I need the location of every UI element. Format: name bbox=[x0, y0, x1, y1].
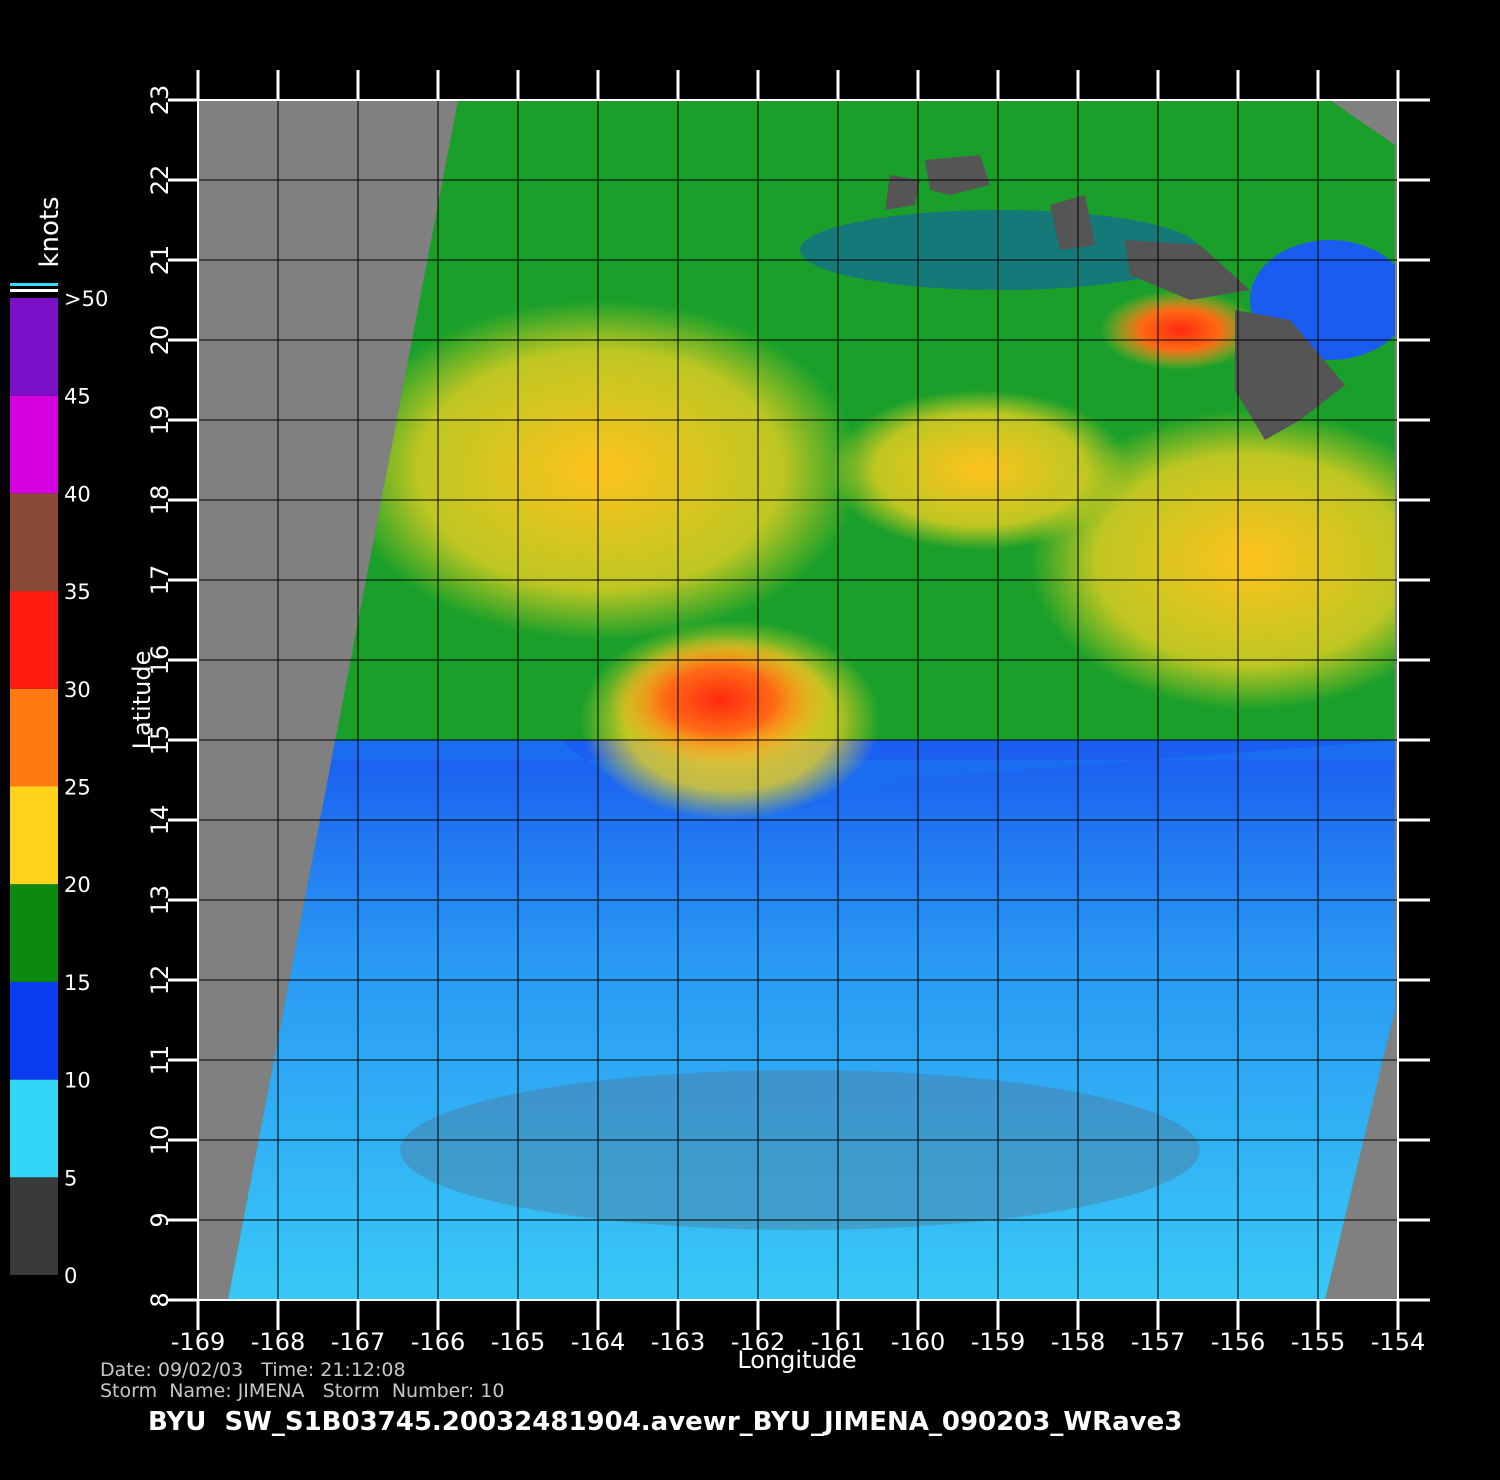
wind-field bbox=[228, 100, 1395, 1300]
info-line: Date: 09/02/03 Time: 21:12:08 bbox=[100, 1359, 406, 1381]
y-tick-label: 8 bbox=[146, 1292, 174, 1307]
y-tick-label: 17 bbox=[146, 565, 174, 596]
colorbar-segment bbox=[10, 298, 58, 396]
x-tick-label: -158 bbox=[1051, 1328, 1105, 1356]
chart-title: BYU SW_S1B03745.20032481904.avewr_BYU_JI… bbox=[148, 1407, 1182, 1437]
colorbar-tick-label: 25 bbox=[64, 776, 91, 800]
colorbar-tick-label: 45 bbox=[64, 385, 91, 409]
y-axis-label: Latitude bbox=[128, 651, 156, 750]
colorbar-tick-label: >50 bbox=[64, 287, 108, 311]
colorbar-segment bbox=[10, 1079, 58, 1178]
colorbar-segment bbox=[10, 688, 58, 787]
colorbar-segment bbox=[10, 395, 58, 494]
x-tick-label: -169 bbox=[171, 1328, 225, 1356]
colorbar-segment bbox=[10, 1177, 58, 1275]
map bbox=[198, 100, 1398, 1300]
x-axis-label: Longitude bbox=[737, 1346, 856, 1374]
colorbar-tick-label: 30 bbox=[64, 678, 91, 702]
y-tick-label: 15 bbox=[146, 725, 174, 756]
x-tick-label: -161 bbox=[811, 1328, 865, 1356]
y-tick-label: 21 bbox=[146, 245, 174, 276]
x-tick-label: -156 bbox=[1211, 1328, 1265, 1356]
y-tick-label: 10 bbox=[146, 1125, 174, 1156]
colorbar-segment bbox=[10, 493, 58, 592]
y-tick-label: 12 bbox=[146, 965, 174, 996]
y-tick-label: 11 bbox=[146, 1045, 174, 1076]
colorbar-tick-label: 10 bbox=[64, 1069, 91, 1093]
y-tick-label: 19 bbox=[146, 405, 174, 436]
colorbar-tick-label: 20 bbox=[64, 873, 91, 897]
islands bbox=[885, 155, 1345, 440]
x-tick-label: -165 bbox=[491, 1328, 545, 1356]
colorbar-tick-label: 15 bbox=[64, 971, 91, 995]
colorbar-tick-label: 5 bbox=[64, 1166, 77, 1190]
x-tick-label: -167 bbox=[331, 1328, 385, 1356]
x-tick-label: -166 bbox=[411, 1328, 465, 1356]
x-tick-label: -160 bbox=[891, 1328, 945, 1356]
y-tick-label: 16 bbox=[146, 645, 174, 676]
x-tick-label: -162 bbox=[731, 1328, 785, 1356]
x-tick-label: -154 bbox=[1371, 1328, 1425, 1356]
colorbar-segment bbox=[10, 591, 58, 689]
colorbar-tick-label: 35 bbox=[64, 580, 91, 604]
colorbar-segment bbox=[10, 981, 58, 1080]
x-tick-label: -163 bbox=[651, 1328, 705, 1356]
axes: -169 -168 -167 -166 -165 -164 -163 -162 -161 -160… bbox=[10, 70, 1430, 1356]
colorbar-cap bbox=[10, 289, 58, 292]
colorbar-segment bbox=[10, 884, 58, 982]
y-tick-label: 18 bbox=[146, 485, 174, 516]
colorbar-tick-label: 40 bbox=[64, 482, 91, 506]
x-tick-label: -164 bbox=[571, 1328, 625, 1356]
colorbar-label: knots bbox=[35, 196, 65, 267]
y-tick-label: 23 bbox=[146, 85, 174, 116]
x-tick-label: -168 bbox=[251, 1328, 305, 1356]
plot-frame bbox=[197, 99, 1399, 1301]
colorbar-segment bbox=[10, 786, 58, 885]
y-tick-label: 20 bbox=[146, 325, 174, 356]
y-tick-label: 9 bbox=[146, 1212, 174, 1227]
x-tick-label: -155 bbox=[1291, 1328, 1345, 1356]
info-line: Storm Name: JIMENA Storm Number: 10 bbox=[100, 1380, 504, 1402]
x-tick-label: -157 bbox=[1131, 1328, 1185, 1356]
y-tick-label: 14 bbox=[146, 805, 174, 836]
y-tick-label: 22 bbox=[146, 165, 174, 196]
y-tick-label: 13 bbox=[146, 885, 174, 916]
x-tick-label: -159 bbox=[971, 1328, 1025, 1356]
colorbar-cap bbox=[10, 283, 58, 286]
colorbar-tick-label: 0 bbox=[64, 1264, 77, 1288]
